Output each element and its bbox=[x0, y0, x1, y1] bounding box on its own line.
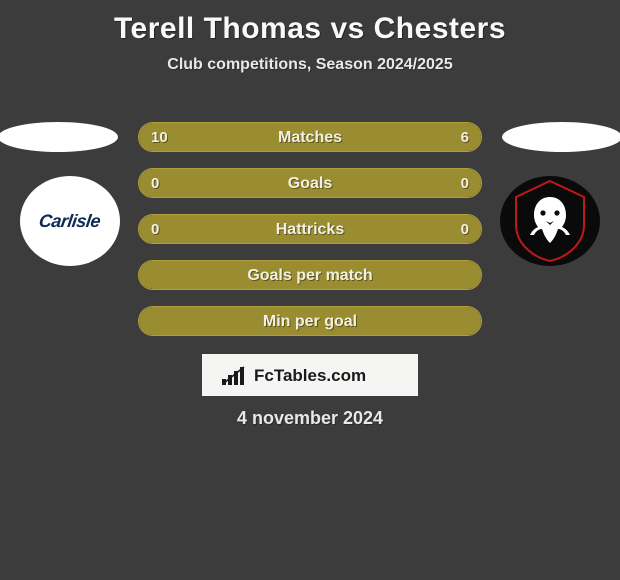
player-left-ellipse bbox=[0, 122, 118, 152]
stat-row: Goals per match bbox=[138, 260, 482, 290]
stat-row: 00Hattricks bbox=[138, 214, 482, 244]
stat-row-value-right: 0 bbox=[461, 215, 469, 243]
stat-row-value-right: 6 bbox=[461, 123, 469, 151]
stat-row-fill bbox=[139, 261, 481, 289]
stat-row-value-left: 0 bbox=[151, 169, 159, 197]
stat-row: 106Matches bbox=[138, 122, 482, 152]
subtitle: Club competitions, Season 2024/2025 bbox=[0, 56, 620, 74]
stat-row: 00Goals bbox=[138, 168, 482, 198]
stat-row-fill-left bbox=[139, 215, 310, 243]
stat-row-fill bbox=[139, 307, 481, 335]
stat-row-fill-left bbox=[139, 123, 353, 151]
svg-text:FcTables.com: FcTables.com bbox=[254, 366, 366, 385]
player-right-ellipse bbox=[502, 122, 620, 152]
stat-row-value-left: 10 bbox=[151, 123, 168, 151]
stat-rows: 106Matches00Goals00HattricksGoals per ma… bbox=[138, 122, 482, 352]
club-badge-right bbox=[500, 176, 600, 266]
stat-row-fill-right bbox=[310, 169, 481, 197]
stat-row-fill-right bbox=[310, 215, 481, 243]
stat-row-value-left: 0 bbox=[151, 215, 159, 243]
club-badge-left: Carlisle bbox=[20, 176, 120, 266]
fctables-logo: FcTables.com bbox=[202, 354, 418, 396]
date-text: 4 november 2024 bbox=[0, 408, 620, 429]
stat-row: Min per goal bbox=[138, 306, 482, 336]
page-title: Terell Thomas vs Chesters bbox=[0, 0, 620, 46]
stat-row-fill-left bbox=[139, 169, 310, 197]
club-badge-left-text: Carlisle bbox=[38, 211, 102, 232]
stat-row-value-right: 0 bbox=[461, 169, 469, 197]
